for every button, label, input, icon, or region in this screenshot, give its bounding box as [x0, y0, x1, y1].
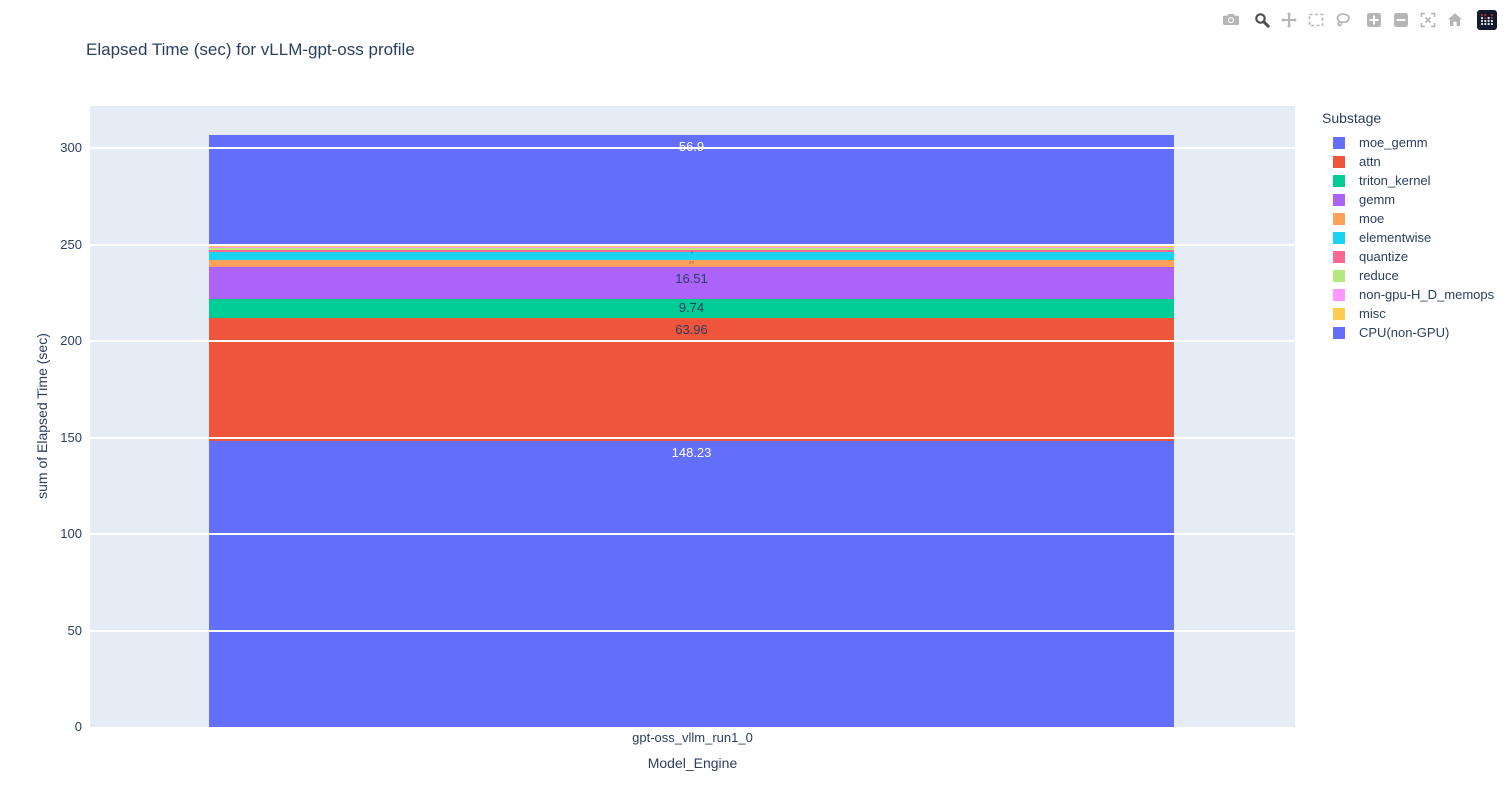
bar-segment-gemm: 16.51: [209, 267, 1174, 299]
bar-segment-quantize: 1.0: [209, 249, 1174, 254]
legend-item-non-gpu-H_D_memops[interactable]: non-gpu-H_D_memops: [1322, 285, 1494, 304]
zoom-out-icon[interactable]: [1392, 11, 1410, 29]
y-tick-label: 100: [60, 526, 82, 542]
legend-item-gemm[interactable]: gemm: [1322, 190, 1494, 209]
legend-swatch: [1333, 174, 1345, 187]
bar-segment-CPU(non-GPU): 148.23: [209, 441, 1174, 727]
y-tick-label: 150: [60, 429, 82, 445]
legend-item-attn[interactable]: attn: [1322, 152, 1494, 171]
bar-segment-misc: [209, 245, 1174, 248]
y-tick-label: 200: [60, 333, 82, 349]
legend-swatch: [1333, 269, 1345, 282]
legend-item-triton_kernel[interactable]: triton_kernel: [1322, 171, 1494, 190]
legend-label: moe: [1359, 211, 1385, 226]
legend-swatch: [1333, 136, 1345, 149]
x-tick-label: gpt-oss_vllm_run1_0: [632, 730, 753, 745]
legend-item-moe[interactable]: moe: [1322, 209, 1494, 228]
gridline: [90, 629, 1295, 632]
legend-swatch: [1333, 288, 1345, 301]
legend-swatch: [1333, 326, 1345, 339]
legend-item-reduce[interactable]: reduce: [1322, 266, 1494, 285]
y-tick-label: 0: [74, 719, 82, 734]
legend-swatch: [1333, 155, 1345, 168]
gridline: [90, 147, 1295, 150]
plot-area[interactable]: 148.23 63.96 9.74 16.51 3.9 1.0 56.9: [90, 106, 1295, 727]
legend-label: misc: [1359, 306, 1386, 321]
y-tick-label: 50: [67, 622, 82, 638]
stacked-bar-gpt-oss_vllm_run1_0: 148.23 63.96 9.74 16.51 3.9 1.0 56.9: [209, 106, 1174, 727]
legend-label: CPU(non-GPU): [1359, 325, 1450, 340]
bar-segment-moe_gemm: 56.9: [209, 135, 1174, 245]
box-select-icon[interactable]: [1307, 11, 1325, 29]
bar-segment-label: 63.96: [675, 321, 708, 337]
legend-label: reduce: [1359, 268, 1399, 283]
legend-label: non-gpu-H_D_memops: [1359, 287, 1495, 302]
legend-item-moe_gemm[interactable]: moe_gemm: [1322, 133, 1494, 152]
legend-label: triton_kernel: [1359, 173, 1431, 188]
zoom-in-icon[interactable]: [1365, 11, 1383, 29]
legend-swatch: [1333, 250, 1345, 263]
gridline: [90, 340, 1295, 343]
legend-item-misc[interactable]: misc: [1322, 304, 1494, 323]
legend-label: attn: [1359, 154, 1381, 169]
lasso-select-icon[interactable]: [1334, 11, 1352, 29]
bar-segment-triton_kernel: 9.74: [209, 299, 1174, 318]
chart-title: Elapsed Time (sec) for vLLM-gpt-oss prof…: [86, 40, 415, 59]
legend-label: quantize: [1359, 249, 1409, 264]
legend-swatch: [1333, 231, 1345, 244]
legend-label: gemm: [1359, 192, 1396, 207]
legend-item-CPU(non-GPU)[interactable]: CPU(non-GPU): [1322, 323, 1494, 342]
gridline: [90, 243, 1295, 246]
reset-axes-home-icon[interactable]: [1446, 11, 1464, 29]
bar-segment-label: 148.23: [671, 445, 712, 461]
y-tick-label: 300: [60, 140, 82, 156]
gridline: [90, 436, 1295, 439]
bar-segment-non-gpu-H_D_memops: [209, 247, 1174, 249]
legend-label: moe_gemm: [1359, 135, 1428, 150]
zoom-icon[interactable]: [1253, 11, 1271, 29]
plotly-modebar: [1209, 10, 1497, 30]
autoscale-icon[interactable]: [1419, 11, 1437, 29]
gridline: [90, 533, 1295, 536]
legend-item-elementwise[interactable]: elementwise: [1322, 228, 1494, 247]
y-axis-title: sum of Elapsed Time (sec): [34, 333, 50, 499]
legend-swatch: [1333, 193, 1345, 206]
bar-segment-elementwise: [209, 252, 1174, 260]
bar-segment-moe: 3.9: [209, 259, 1174, 268]
legend-title: Substage: [1322, 110, 1382, 126]
bar-segment-reduce: [209, 248, 1174, 251]
bar-segment-label: 56.9: [209, 139, 1174, 155]
x-axis-title: Model_Engine: [647, 755, 738, 771]
y-tick-label: 250: [60, 236, 82, 252]
plotly-logo-icon[interactable]: [1477, 10, 1497, 30]
bar-segment-label: 1.0: [689, 248, 694, 254]
legend-item-quantize[interactable]: quantize: [1322, 247, 1494, 266]
bar-segment-label: 16.51: [675, 271, 708, 287]
bar-segment-label: 9.74: [678, 300, 705, 316]
legend-swatch: [1333, 307, 1345, 320]
pan-icon[interactable]: [1280, 11, 1298, 29]
bar-segment-label: 3.9: [688, 261, 695, 266]
bar-segment-attn: 63.96: [209, 317, 1174, 442]
legend-swatch: [1333, 212, 1345, 225]
legend-label: elementwise: [1359, 230, 1432, 245]
download-plot-camera-icon[interactable]: [1222, 11, 1240, 29]
